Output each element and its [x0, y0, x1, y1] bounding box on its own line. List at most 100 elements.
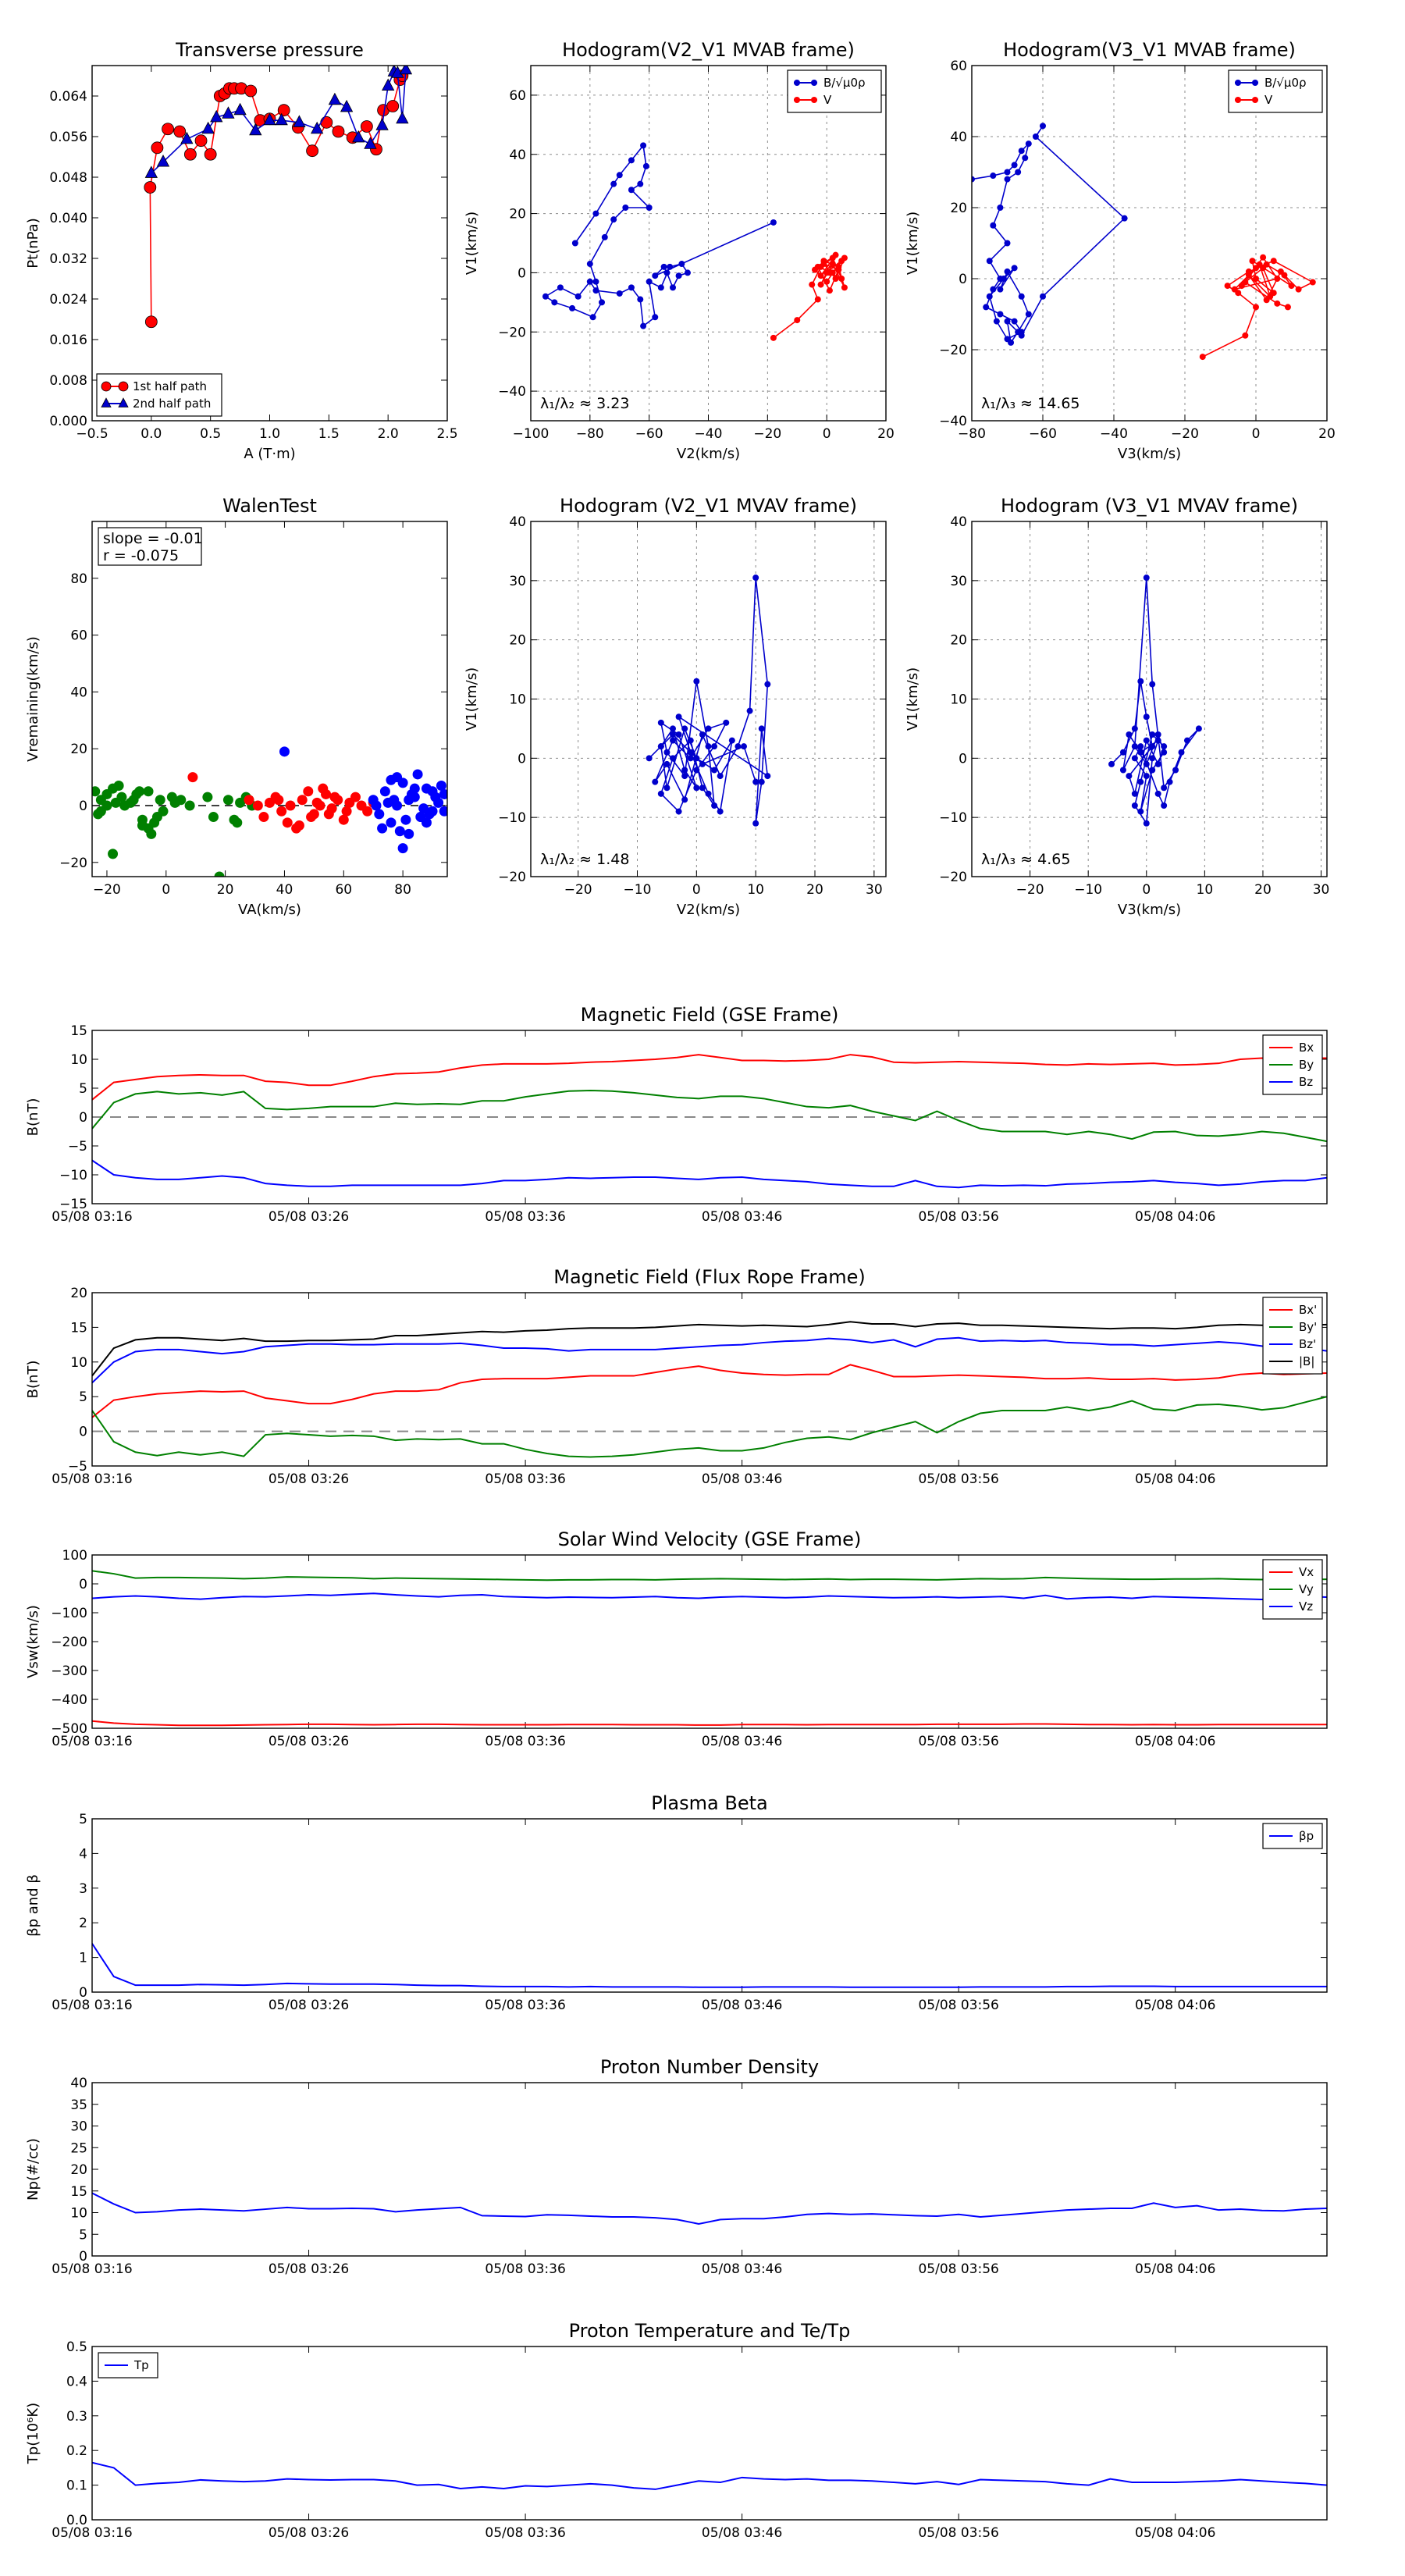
x-tick-label: −60	[1029, 426, 1057, 442]
data-point	[144, 315, 158, 329]
data-point	[657, 719, 664, 726]
x-tick-label: 05/08 03:36	[485, 1209, 565, 1225]
data-point	[377, 823, 388, 834]
data-point	[285, 800, 296, 811]
legend-label: Vy	[1299, 1582, 1314, 1596]
data-point	[1178, 749, 1185, 756]
data-point	[1143, 820, 1150, 827]
plot-frame	[530, 65, 887, 422]
y-tick-label: 0	[79, 1425, 87, 1440]
data-point	[415, 812, 426, 823]
data-point	[983, 304, 990, 311]
legend: 1st half path 2nd half path	[96, 373, 222, 417]
legend-marker	[101, 397, 112, 407]
legend-label: βp	[1299, 1829, 1314, 1843]
data-point	[101, 788, 112, 799]
x-axis-label: V3(km/s)	[1118, 446, 1181, 462]
data-point	[1131, 743, 1138, 750]
data-point	[670, 725, 676, 732]
chart-title: Proton Temperature and Te/Tp	[569, 2320, 851, 2342]
x-tick-label: 05/08 03:46	[702, 1998, 782, 2013]
x-axis-label: A (T·m)	[244, 446, 295, 462]
data-point	[794, 317, 801, 324]
y-tick-label: 0.048	[49, 170, 87, 186]
y-tick-label: −40	[939, 414, 967, 429]
chart-magnetic-field-flux-rope: Magnetic Field (Flux Rope Frame) 05/08 03…	[25, 1266, 1328, 1487]
y-tick-label: 20	[509, 633, 526, 649]
data-point	[616, 172, 623, 179]
y-tick-label: −15	[59, 1197, 87, 1212]
x-tick-label: 40	[276, 882, 293, 898]
y-tick-label: −300	[51, 1663, 87, 1679]
plot-frame	[91, 2346, 1328, 2521]
data-point	[642, 162, 649, 169]
data-point	[717, 773, 724, 780]
y-tick-label: 40	[70, 2076, 87, 2091]
x-tick-label: 05/08 03:16	[52, 1734, 132, 1749]
y-tick-label: 4	[79, 1846, 87, 1862]
y-tick-label: 0.000	[49, 414, 87, 429]
y-tick-label: 40	[509, 514, 526, 530]
data-point	[293, 115, 306, 127]
data-point	[1253, 304, 1259, 311]
data-point	[681, 773, 688, 780]
x-tick-label: 0	[823, 426, 831, 442]
data-point	[758, 725, 765, 732]
series-b-0-	[972, 123, 1128, 346]
data-point	[1131, 755, 1138, 762]
data-point	[396, 111, 409, 124]
data-point	[1018, 293, 1025, 300]
data-point	[276, 806, 287, 817]
data-point	[997, 286, 1004, 293]
data-point	[764, 773, 771, 780]
legend-label: Vx	[1299, 1565, 1314, 1579]
series-by	[92, 1089, 1327, 1143]
series-bz-	[92, 1336, 1327, 1384]
data-point	[1284, 304, 1291, 311]
data-point	[1018, 148, 1025, 155]
y-tick-label: 1	[79, 1951, 87, 1966]
chart-walen-test: WalenTest −20 0 20 40 60 80 −20 0 20 40 60 80 VA(km/s…	[25, 495, 448, 918]
y-tick-label: 40	[950, 130, 967, 145]
data-point	[1149, 731, 1156, 738]
y-tick-label: 30	[950, 574, 967, 589]
data-point	[752, 820, 759, 827]
x-tick-label: 05/08 03:36	[485, 2261, 565, 2277]
series-bx	[92, 1054, 1327, 1101]
data-point	[711, 743, 718, 750]
annotation: λ₁/λ₃ ≈ 4.65	[981, 851, 1070, 868]
data-point	[705, 790, 712, 797]
y-tick-label: 0	[79, 2249, 87, 2265]
data-point	[311, 121, 324, 134]
data-point	[400, 814, 411, 825]
data-point	[667, 263, 674, 270]
data-point	[158, 806, 169, 817]
data-point	[817, 281, 824, 288]
series-line	[92, 1336, 1327, 1384]
y-tick-label: 30	[70, 2119, 87, 2135]
annotation: λ₁/λ₃ ≈ 14.65	[981, 395, 1080, 412]
y-tick-label: −10	[498, 810, 526, 826]
data-point	[660, 263, 667, 270]
data-point	[244, 84, 258, 98]
data-point	[835, 266, 842, 273]
data-point	[1040, 123, 1046, 130]
data-point	[681, 767, 688, 774]
y-axis-label: B(nT)	[25, 1361, 41, 1399]
x-tick-label: 80	[394, 882, 411, 898]
y-tick-label: 5	[79, 1389, 87, 1405]
data-point	[340, 99, 354, 112]
data-point	[318, 783, 329, 794]
data-point	[764, 681, 771, 688]
data-point	[119, 800, 130, 811]
data-point	[382, 797, 393, 808]
x-tick-label: 05/08 04:06	[1135, 1998, 1215, 2013]
data-point	[628, 284, 635, 291]
legend-marker	[1235, 80, 1241, 86]
y-axis-label: V1(km/s)	[905, 212, 921, 275]
y-tick-label: 5	[79, 1812, 87, 1827]
x-tick-label: 05/08 03:56	[918, 1471, 998, 1487]
data-point	[222, 106, 235, 119]
data-point	[693, 755, 700, 762]
series-line	[1111, 577, 1200, 826]
